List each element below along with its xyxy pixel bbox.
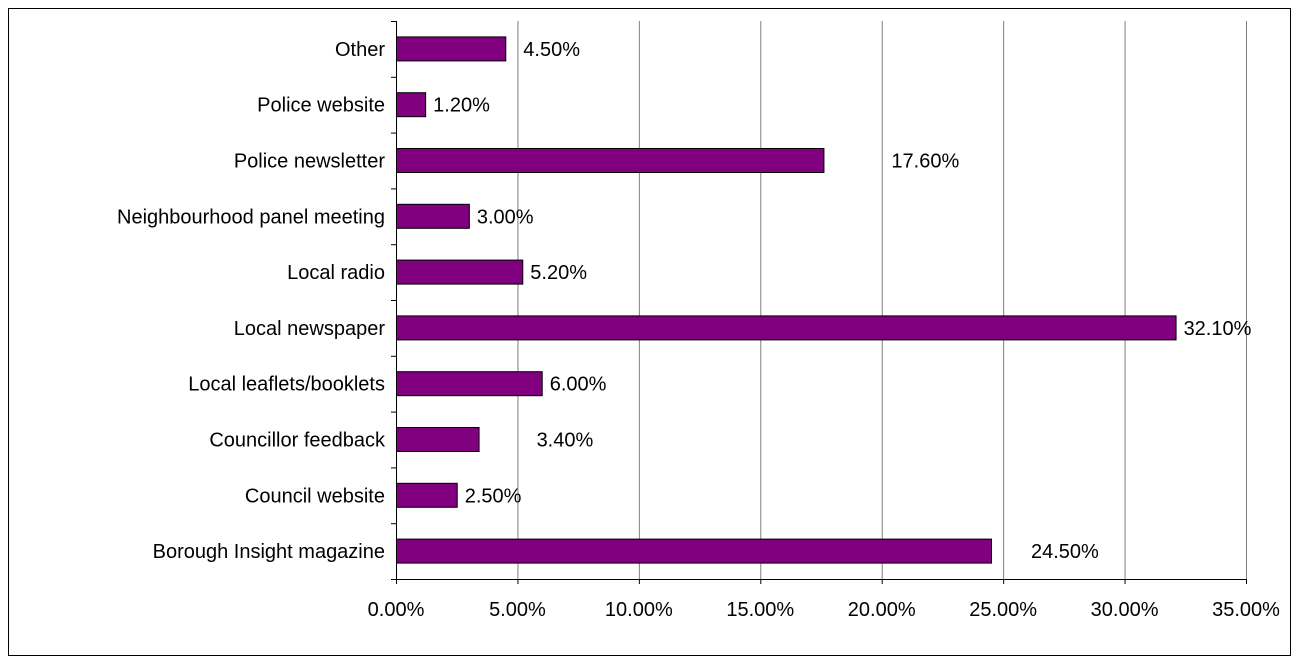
bar [396,259,524,285]
data-label: 5.20% [530,262,587,284]
category-label: Other [335,39,385,61]
x-tick-label: 20.00% [848,599,916,621]
data-label: 24.50% [1031,541,1099,563]
category-label: Local newspaper [234,318,386,340]
bar [396,36,507,62]
bar [396,315,1177,341]
data-label: 17.60% [891,151,959,173]
data-label: 32.10% [1184,318,1252,340]
category-label: Local leaflets/booklets [188,374,385,396]
bar [396,148,825,173]
category-label: Borough Insight magazine [153,541,385,563]
category-label: Council website [245,485,385,507]
category-label: Neighbourhood panel meeting [117,206,385,228]
category-label: Police website [257,95,385,117]
data-label: 1.20% [433,95,490,117]
bar [396,427,480,452]
x-tick-label: 15.00% [726,599,794,621]
bar-chart: 0.00% 5.00% 10.00% 15.00% 20.00% 25.00% 30.00%… [117,21,1280,621]
bar [396,371,543,397]
x-tick-label: 25.00% [969,599,1037,621]
data-label: 4.50% [523,39,580,61]
x-tick-label: 0.00% [368,599,425,621]
data-label: 3.00% [477,206,534,228]
bar [396,482,458,508]
bar [396,92,427,118]
data-label: 3.40% [537,430,594,452]
bar [396,538,992,564]
data-label: 2.50% [465,485,522,507]
category-label: Local radio [287,262,385,284]
data-label: 6.00% [550,374,607,396]
chart-area: 0.00% 5.00% 10.00% 15.00% 20.00% 25.00% 30.00%… [8,8,1291,656]
bar [396,203,470,229]
category-label: Councillor feedback [209,430,386,452]
x-tick-label: 35.00% [1212,599,1280,621]
x-tick-label: 5.00% [489,599,546,621]
x-tick-label: 30.00% [1091,599,1159,621]
x-tick-label: 10.00% [605,599,673,621]
category-label: Police newsletter [234,151,386,173]
